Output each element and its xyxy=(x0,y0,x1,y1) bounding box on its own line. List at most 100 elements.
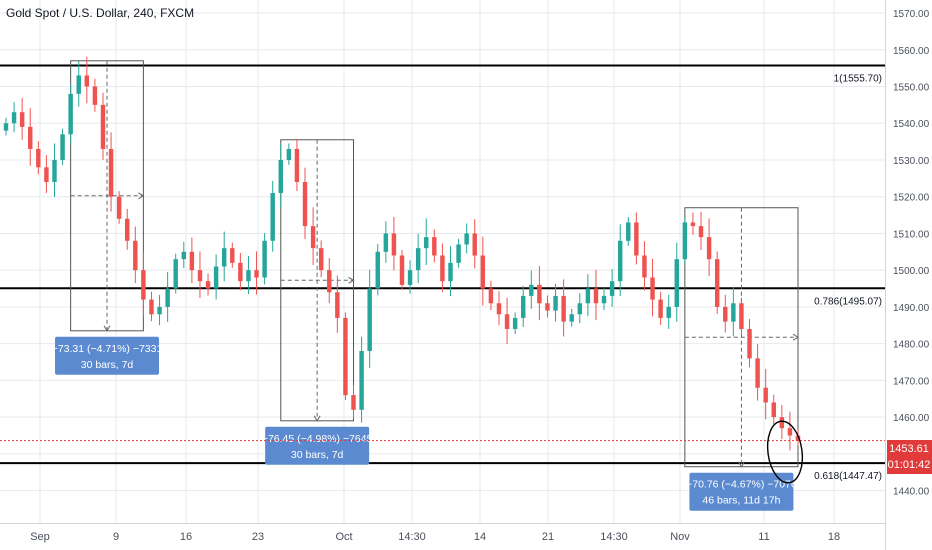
candle-body xyxy=(375,251,380,289)
symbol-legend: Gold Spot / U.S. Dollar, 240, FXCM xyxy=(6,6,194,20)
y-tick-label: 1480.00 xyxy=(893,340,930,351)
symbol-title: Gold Spot / U.S. Dollar, 240, FXCM xyxy=(6,6,195,20)
candle-body xyxy=(100,104,106,149)
candle-body xyxy=(755,358,760,388)
candle-body xyxy=(504,314,510,329)
candle-body xyxy=(221,248,227,267)
candle-body xyxy=(125,218,130,241)
candle-body xyxy=(771,402,776,418)
candle-body xyxy=(779,417,785,429)
y-tick-label: 1570.00 xyxy=(893,9,930,20)
candle-body xyxy=(569,314,574,322)
candle-body xyxy=(92,86,98,105)
candle-body xyxy=(593,288,599,304)
candle-body xyxy=(254,270,259,278)
candle-body xyxy=(189,251,195,271)
candle-body xyxy=(617,240,623,282)
candle-body xyxy=(133,240,138,271)
candle-body xyxy=(238,262,243,282)
x-tick-label: 18 xyxy=(828,531,840,543)
candle-body xyxy=(698,226,704,238)
measure-arrowhead xyxy=(313,415,321,422)
x-tick-label: Nov xyxy=(670,531,690,543)
candle-body xyxy=(432,237,437,256)
x-tick-label: 9 xyxy=(113,531,119,543)
candle-body xyxy=(310,226,316,249)
candle-body xyxy=(76,75,81,94)
candle-body xyxy=(367,288,372,352)
candle-body xyxy=(763,387,768,403)
y-tick-label: 1530.00 xyxy=(893,156,930,167)
candle-body xyxy=(626,222,631,241)
measure-bars-label: 46 bars, 11d 17h xyxy=(702,495,780,507)
y-tick-label: 1540.00 xyxy=(893,119,930,130)
candle-body xyxy=(795,435,801,441)
time-axis[interactable]: Sep 9 16 23 Oct 14:30 14 21 14:30 Nov 11 18 xyxy=(30,531,840,543)
measure-bars-label: 30 bars, 7d xyxy=(291,449,344,461)
candle-body xyxy=(302,182,308,227)
measure-arrowhead xyxy=(348,276,355,284)
candle-body xyxy=(44,167,49,183)
x-tick-label: 14 xyxy=(474,531,486,543)
candle-body xyxy=(52,159,57,183)
candle-body xyxy=(270,193,275,241)
candle-body xyxy=(407,270,413,285)
candle-body xyxy=(68,93,73,135)
candle-body xyxy=(424,237,429,249)
candle-body xyxy=(173,259,178,289)
current-price-label: 1453.61 xyxy=(889,443,929,455)
candle-body xyxy=(521,295,526,318)
candle-body xyxy=(246,270,251,282)
candle-body xyxy=(141,270,146,300)
candle-body xyxy=(343,317,348,396)
y-tick-label: 1500.00 xyxy=(893,266,930,277)
candle-body xyxy=(149,299,154,315)
y-tick-label: 1550.00 xyxy=(893,82,930,93)
candle-body xyxy=(674,259,679,307)
price-tags: 1453.61 01:01:42 xyxy=(887,440,932,474)
y-tick-label: 1520.00 xyxy=(893,193,930,204)
candle-body xyxy=(11,112,17,124)
candlestick-series xyxy=(3,56,801,451)
y-tick-label: 1510.00 xyxy=(893,229,930,240)
x-tick-label: 21 xyxy=(542,531,554,543)
measure-arrowhead xyxy=(738,461,745,468)
candle-body xyxy=(561,295,566,322)
candle-body xyxy=(60,134,65,160)
candle-body xyxy=(601,295,607,304)
candle-body xyxy=(262,240,267,278)
candle-body xyxy=(577,303,583,315)
candle-body xyxy=(658,299,663,318)
candle-body xyxy=(448,262,453,282)
x-tick-label: 14:30 xyxy=(398,531,426,543)
candle-body xyxy=(359,351,364,410)
candle-body xyxy=(642,255,647,278)
candle-body xyxy=(706,237,712,260)
candle-body xyxy=(545,303,550,311)
candle-body xyxy=(731,303,736,322)
candle-body xyxy=(278,159,283,194)
candle-body xyxy=(351,395,356,410)
x-tick-label: 14:30 xyxy=(600,531,628,543)
measure-change-label: −70.76 (−4.67%) −7076 xyxy=(686,479,797,491)
bar-countdown-label: 01:01:42 xyxy=(888,459,931,471)
candle-body xyxy=(84,75,90,87)
candle-body xyxy=(585,288,591,304)
fib-level-label: 0.618(1447.47) xyxy=(814,471,882,482)
measure-bars-label: 30 bars, 7d xyxy=(81,359,134,371)
measure-tools: −73.31 (−4.71%) −7331 30 bars, 7d −76.45 (… xyxy=(52,60,799,511)
candle-body xyxy=(335,292,340,318)
candle-body xyxy=(440,255,445,282)
candle-body xyxy=(682,222,688,260)
candle-body xyxy=(480,255,486,289)
candle-body xyxy=(391,233,397,256)
candle-body xyxy=(666,306,671,318)
x-tick-label: 11 xyxy=(758,531,769,543)
candle-body xyxy=(197,270,203,282)
candle-body xyxy=(634,222,639,256)
fib-level-label: 1(1555.70) xyxy=(834,74,882,85)
price-axis[interactable]: 1570.00 1560.00 1550.00 1540.00 1530.00 1520.… xyxy=(893,9,930,498)
candle-body xyxy=(318,248,324,271)
candle-body xyxy=(747,328,752,359)
